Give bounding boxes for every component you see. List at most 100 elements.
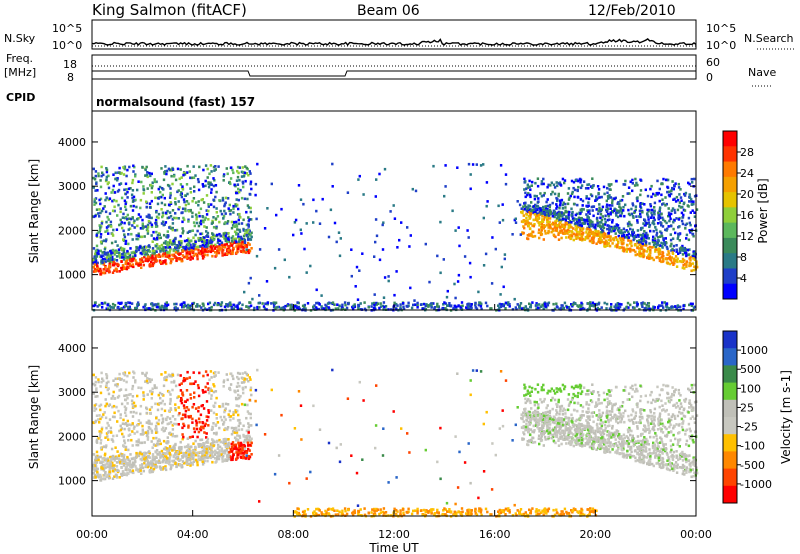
power-cell	[647, 254, 650, 258]
power-cell	[146, 225, 150, 229]
power-cell	[552, 223, 555, 226]
velocity-cell	[181, 460, 185, 463]
power-cell	[230, 226, 234, 230]
power-cell	[605, 307, 608, 310]
power-cell	[280, 207, 283, 211]
power-cell	[100, 262, 103, 265]
power-cell	[606, 191, 609, 195]
power-cell	[439, 271, 442, 275]
power-cell	[143, 251, 146, 255]
power-cell	[125, 188, 128, 191]
power-cell	[239, 235, 243, 239]
power-cell	[181, 254, 185, 257]
velocity-cell	[150, 397, 153, 400]
power-cell	[174, 201, 177, 204]
power-cell	[689, 256, 692, 259]
power-cell	[186, 192, 189, 196]
power-cell	[181, 185, 184, 188]
power-cell	[454, 296, 457, 300]
power-cell	[189, 208, 192, 212]
power-cell	[201, 254, 204, 257]
power-cell	[141, 218, 144, 222]
velocity-cell	[237, 448, 240, 452]
power-cell	[683, 267, 686, 270]
power-cell	[636, 303, 639, 306]
power-cell	[189, 258, 192, 261]
power-cell	[546, 303, 550, 307]
power-cell	[674, 255, 678, 258]
power-cell	[106, 259, 110, 263]
power-cell	[167, 167, 171, 171]
power-cell	[680, 199, 683, 202]
power-cell	[173, 302, 176, 306]
power-cell	[436, 305, 439, 308]
power-cell	[639, 178, 642, 182]
power-cell	[174, 246, 177, 249]
velocity-cell	[122, 418, 125, 422]
power-cell	[164, 246, 167, 249]
power-cell	[559, 229, 562, 233]
velocity-cell	[108, 468, 111, 472]
power-cell	[553, 210, 556, 214]
power-cell	[136, 303, 139, 306]
velocity-cell	[117, 457, 120, 460]
power-cell	[122, 249, 126, 253]
power-cell	[120, 266, 123, 270]
power-cell	[238, 212, 241, 216]
power-cell	[575, 237, 578, 240]
power-cell	[200, 198, 203, 202]
power-cell	[640, 303, 644, 307]
power-cell	[231, 235, 235, 238]
power-cell	[479, 301, 482, 305]
power-cell	[180, 195, 184, 199]
power-ylabel: Slant Range [km]	[27, 159, 41, 263]
power-cell	[199, 222, 203, 226]
power-cell	[165, 172, 168, 176]
power-cell	[587, 183, 591, 186]
power-ytick-label: 2000	[58, 224, 86, 237]
power-cell	[152, 237, 156, 240]
velocity-cell	[105, 376, 109, 380]
velocity-cell	[192, 382, 196, 385]
power-cell	[611, 242, 614, 245]
power-cell	[653, 212, 656, 216]
power-cell	[120, 196, 124, 200]
power-cell	[321, 306, 324, 310]
power-cell	[600, 208, 603, 211]
power-cell	[238, 166, 241, 169]
power-cell	[588, 228, 592, 232]
power-cell	[222, 245, 225, 248]
power-cell	[159, 236, 162, 240]
power-cell	[457, 226, 460, 229]
power-cell	[105, 238, 108, 241]
power-cell	[100, 220, 104, 224]
power-cell	[640, 237, 643, 240]
power-cell	[393, 217, 397, 220]
power-cell	[647, 307, 650, 311]
power-cell	[675, 244, 678, 247]
power-cell	[673, 257, 676, 261]
power-cell	[352, 308, 355, 311]
power-cell	[195, 245, 199, 249]
velocity-cell	[98, 434, 102, 438]
power-cell	[590, 194, 594, 198]
power-cell	[152, 261, 156, 265]
power-cell	[189, 187, 192, 190]
power-cell	[175, 246, 179, 250]
power-cell	[546, 302, 549, 306]
velocity-cell	[192, 371, 195, 374]
velocity-cell	[215, 457, 219, 461]
power-cell	[548, 209, 551, 213]
power-cell	[154, 218, 158, 222]
power-cell	[691, 181, 694, 184]
power-cell	[197, 224, 201, 228]
power-cell	[168, 216, 171, 219]
power-cell	[146, 232, 150, 235]
power-cell	[121, 252, 124, 256]
power-cell	[135, 205, 138, 209]
power-cell	[563, 223, 567, 227]
power-cell	[122, 251, 125, 255]
power-cell	[661, 257, 665, 261]
power-cell	[231, 248, 235, 252]
power-cell	[174, 197, 177, 200]
